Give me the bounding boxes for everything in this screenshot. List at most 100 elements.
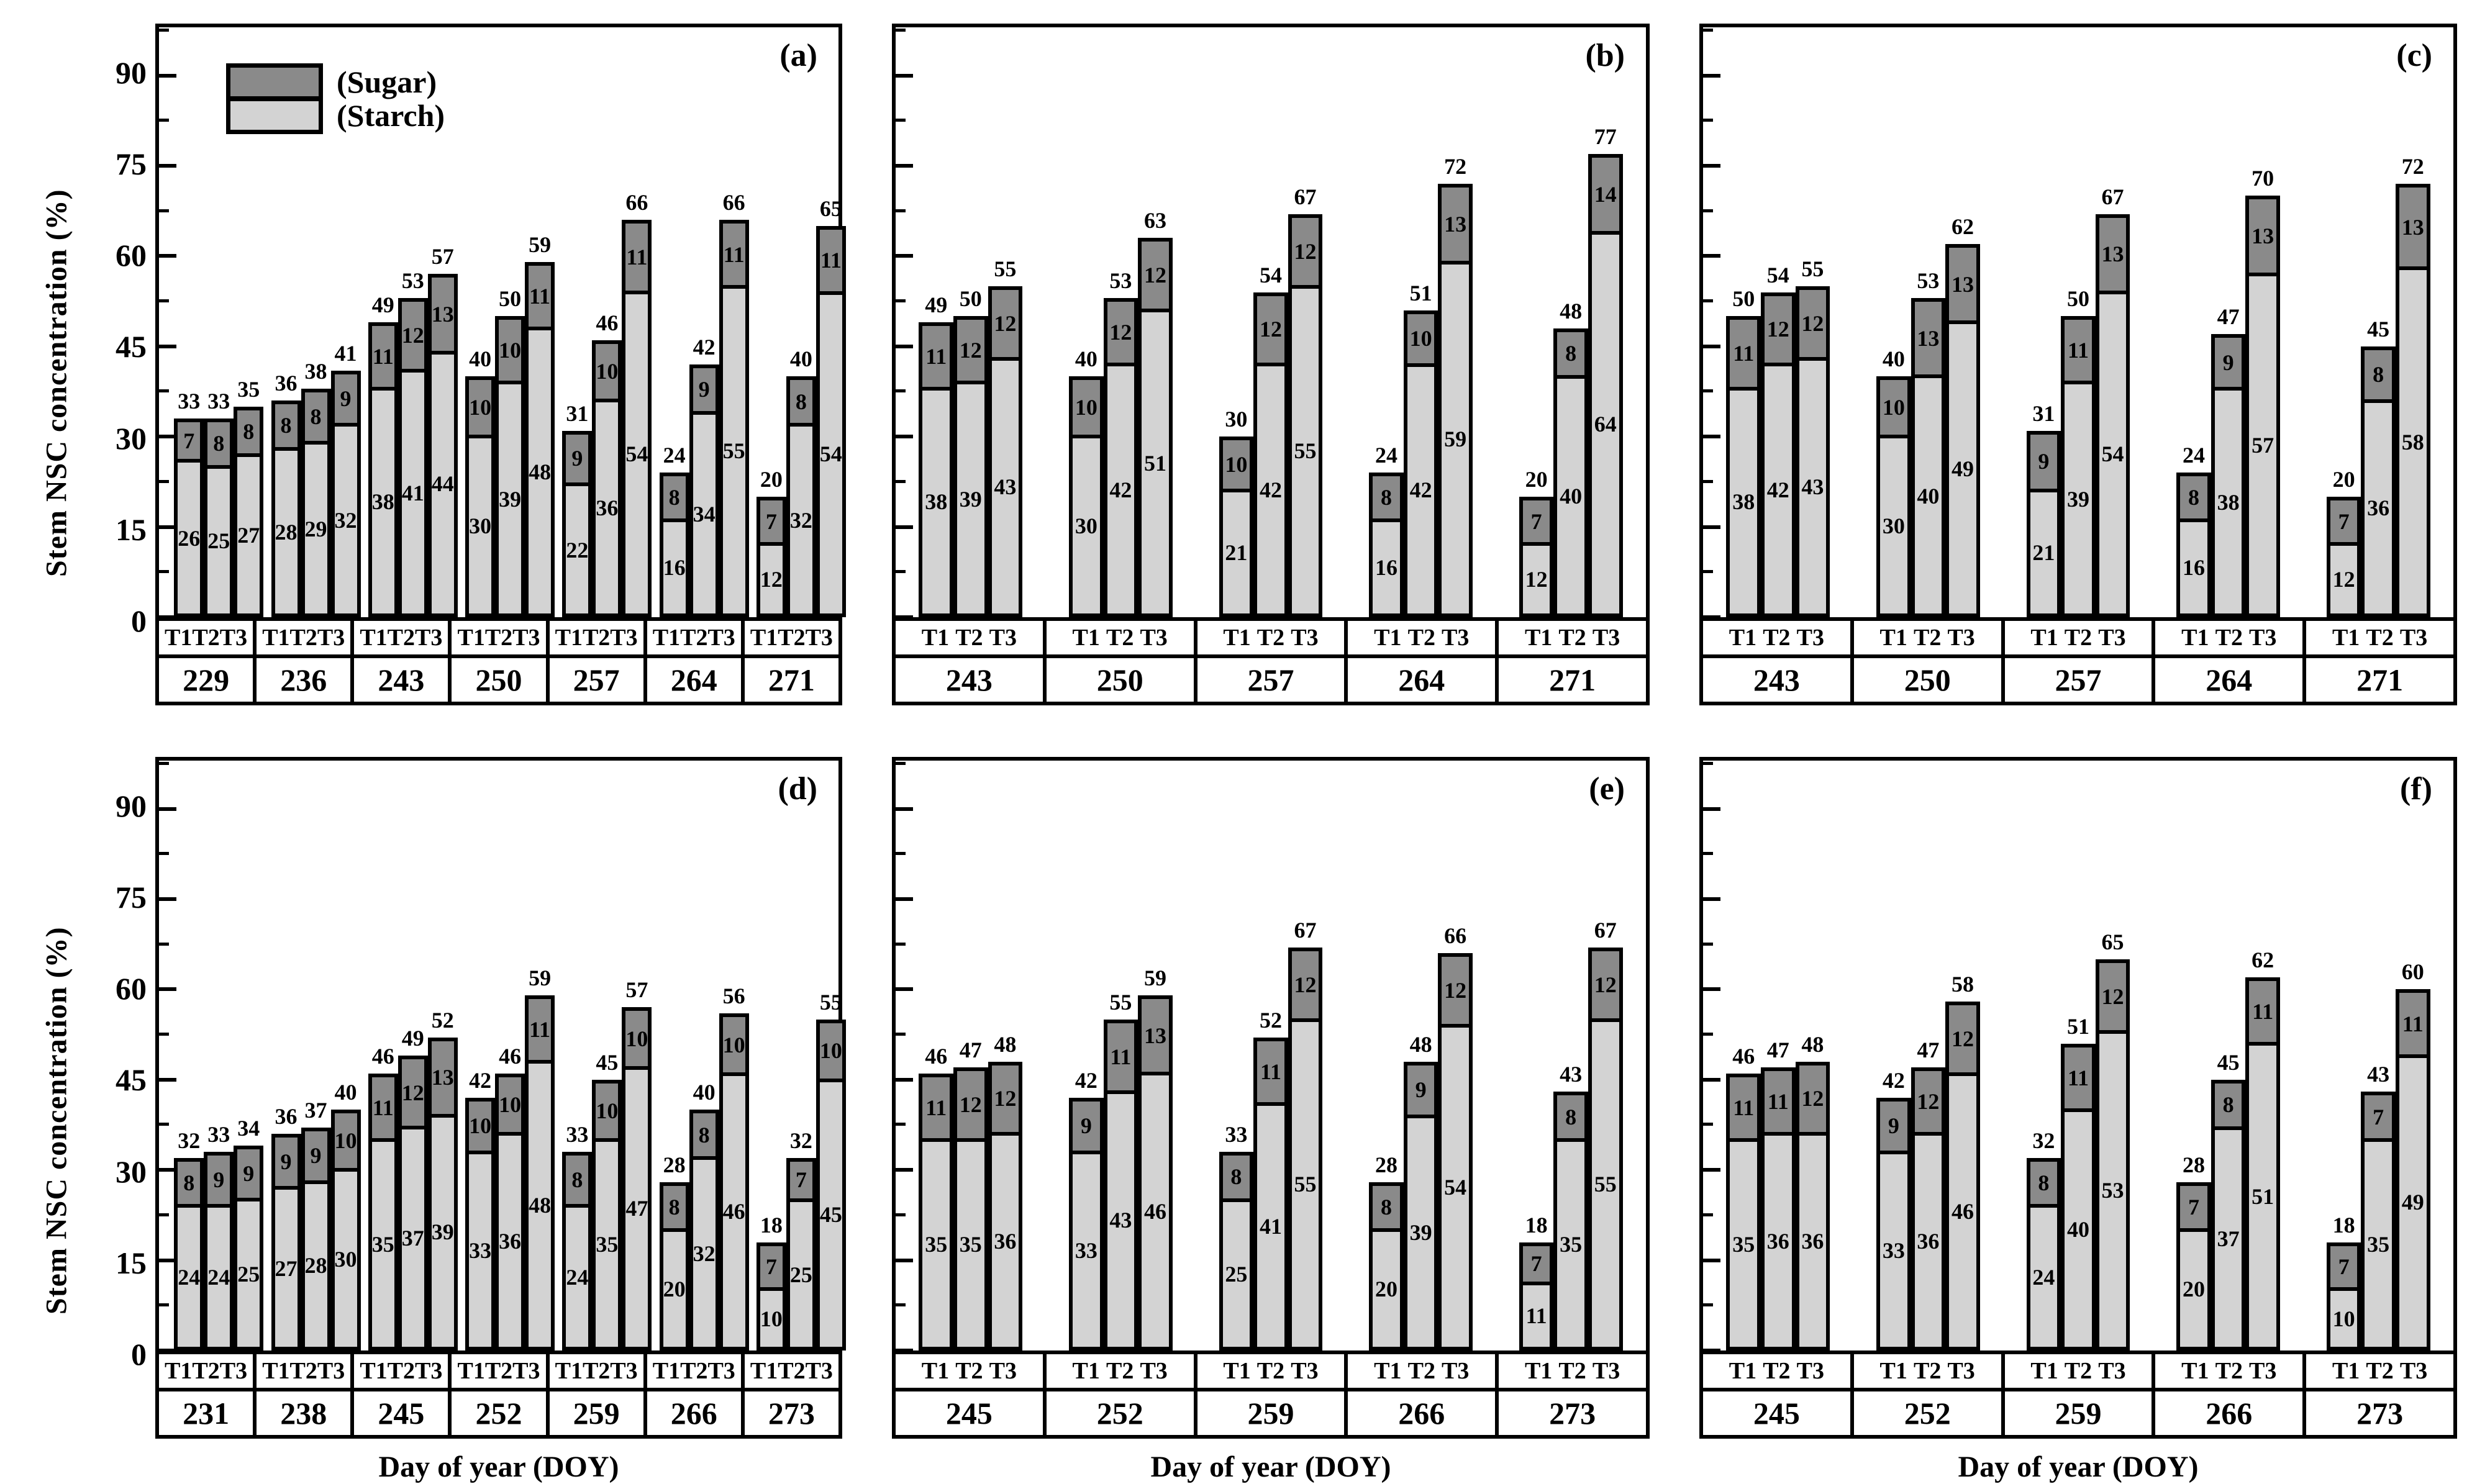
stacked-bar-T3: 67 12 55 — [1288, 919, 1323, 1351]
treatment-label-T1: T1 — [1072, 625, 1100, 651]
sugar-segment: 11 — [2065, 1047, 2092, 1112]
stacked-bar-T1: 42 9 33 — [1876, 1069, 1911, 1351]
starch-swatch — [226, 97, 323, 134]
panel-d: Stem NSC concentration (%) 0 15 30 45 60 75 90 (… — [0, 742, 852, 1484]
sugar-segment: 8 — [2365, 350, 2392, 403]
sugar-segment: 7 — [2330, 1246, 2358, 1291]
sugar-segment: 7 — [760, 1246, 783, 1291]
starch-segment: 36 — [2365, 402, 2392, 613]
stacked-bar-T3: 67 12 55 — [1288, 186, 1323, 617]
sugar-segment: 8 — [566, 1156, 589, 1208]
total-label: 33 — [178, 389, 201, 414]
y-minor-tick — [896, 119, 906, 122]
sugar-segment: 10 — [469, 1101, 492, 1154]
stacked-bar-T2: 38 8 29 — [301, 360, 331, 617]
total-label: 57 — [431, 244, 454, 269]
stacked-bar-T1: 18 7 10 — [756, 1214, 786, 1351]
treatment-cell: T1T2T3 — [159, 621, 253, 654]
y-major-tick — [159, 73, 176, 78]
y-major-tick — [1703, 1077, 1720, 1082]
y-minor-tick — [896, 1303, 906, 1307]
doy-cell-264: 264 — [643, 658, 741, 702]
stacked-bar-T1: 40 10 30 — [1069, 348, 1104, 617]
y-major-tick — [1703, 73, 1720, 78]
starch-segment: 26 — [178, 463, 201, 613]
y-tick-label: 45 — [116, 329, 147, 364]
starch-segment: 32 — [693, 1160, 716, 1347]
doy-row: 245 252 259 266 273 — [892, 1391, 1650, 1439]
starch-segment: 36 — [1914, 1136, 1942, 1347]
y-tick-label: 75 — [116, 146, 147, 181]
treatment-labels: T1T2T3 — [457, 625, 540, 651]
starch-segment: 36 — [991, 1136, 1019, 1347]
bars-wrap: 42 9 33 55 11 43 59 13 46 — [1069, 761, 1173, 1351]
y-major-tick — [159, 435, 176, 439]
doy-group-252: 42 9 33 55 11 43 59 13 46 — [1046, 761, 1196, 1351]
bars-wrap: 31 9 21 50 11 39 67 13 54 — [2026, 27, 2130, 617]
treatment-label-T3: T3 — [1291, 625, 1319, 651]
bars-wrap: 18 7 10 43 7 35 60 11 49 — [2326, 761, 2430, 1351]
sugar-segment: 11 — [922, 326, 950, 391]
stacked-bar-T3: 72 13 58 — [2395, 155, 2430, 617]
sugar-segment: 13 — [1949, 247, 1976, 325]
treatment-label-T3: T3 — [2249, 625, 2277, 651]
y-major-tick — [1703, 615, 1720, 619]
treatment-labels: T1T2T3 — [555, 625, 638, 651]
total-label: 31 — [566, 400, 589, 426]
total-label: 48 — [1801, 1031, 1824, 1057]
total-label: 40 — [1882, 346, 1905, 372]
doy-group-257: 30 10 21 54 12 42 67 12 55 — [1196, 27, 1346, 617]
y-tick-label: 90 — [116, 788, 147, 823]
treatment-labels: T1T2T3 — [750, 1358, 833, 1384]
stacked-bar-T3: 70 13 57 — [2245, 167, 2280, 617]
sugar-segment: 7 — [1522, 500, 1550, 546]
starch-segment: 16 — [1373, 522, 1400, 613]
doy-group-271: 20 7 12 45 8 36 72 13 58 — [2303, 27, 2453, 617]
doy-group-259: 33 8 24 45 10 35 57 10 47 — [547, 761, 652, 1351]
bars-wrap: 24 8 16 47 9 38 70 13 57 — [2176, 27, 2280, 617]
treatment-label-T3: T3 — [1140, 1358, 1168, 1384]
starch-segment: 10 — [2330, 1290, 2358, 1347]
starch-segment: 35 — [371, 1141, 394, 1347]
starch-segment: 43 — [991, 360, 1019, 613]
total-label: 62 — [2252, 947, 2274, 972]
y-minor-tick — [159, 1213, 169, 1216]
sugar-segment: 9 — [693, 368, 716, 415]
starch-segment: 36 — [1799, 1136, 1827, 1347]
sugar-segment: 8 — [663, 476, 686, 522]
stacked-bar-T2: 53 12 42 — [1103, 269, 1138, 617]
total-label: 47 — [2217, 304, 2240, 330]
starch-segment: 39 — [431, 1117, 454, 1347]
doy-cell-264: 264 — [2152, 658, 2302, 702]
y-axis-gutter: Stem NSC concentration (%) 0 15 30 45 60 75 90 — [0, 742, 155, 1484]
total-label: 28 — [1375, 1152, 1398, 1177]
sugar-segment: 8 — [789, 380, 812, 427]
treatment-labels: T1T2T3 — [750, 625, 833, 651]
starch-segment: 40 — [1557, 379, 1584, 613]
y-minor-tick — [896, 28, 906, 32]
total-label: 45 — [2217, 1049, 2240, 1075]
total-label: 70 — [2252, 166, 2274, 191]
doy-cell-271: 271 — [740, 658, 838, 702]
doy-group-243: 49 11 38 50 12 39 55 12 43 — [896, 27, 1046, 617]
sugar-segment: 12 — [401, 1059, 424, 1130]
treatment-labels: T1T2T3 — [262, 1358, 345, 1384]
doy-cell-231: 231 — [183, 1396, 230, 1431]
total-label: 48 — [1409, 1031, 1432, 1057]
bars-wrap: 24 8 16 51 10 42 72 13 59 — [1369, 27, 1473, 617]
starch-segment: 38 — [1730, 390, 1758, 613]
starch-segment: 12 — [1522, 545, 1550, 613]
treatment-label-T2: T2 — [2366, 1358, 2394, 1384]
starch-segment: 30 — [334, 1172, 357, 1347]
doy-group-264: 24 8 16 42 9 34 66 11 55 — [644, 27, 749, 617]
doy-cell-273: 273 — [2302, 1391, 2453, 1435]
sugar-segment: 13 — [431, 1041, 454, 1118]
doy-cell-250: 250 — [1042, 658, 1194, 702]
starch-segment: 54 — [819, 294, 842, 613]
sugar-segment: 7 — [789, 1161, 812, 1203]
treatment-label-T2: T2 — [1914, 1358, 1942, 1384]
